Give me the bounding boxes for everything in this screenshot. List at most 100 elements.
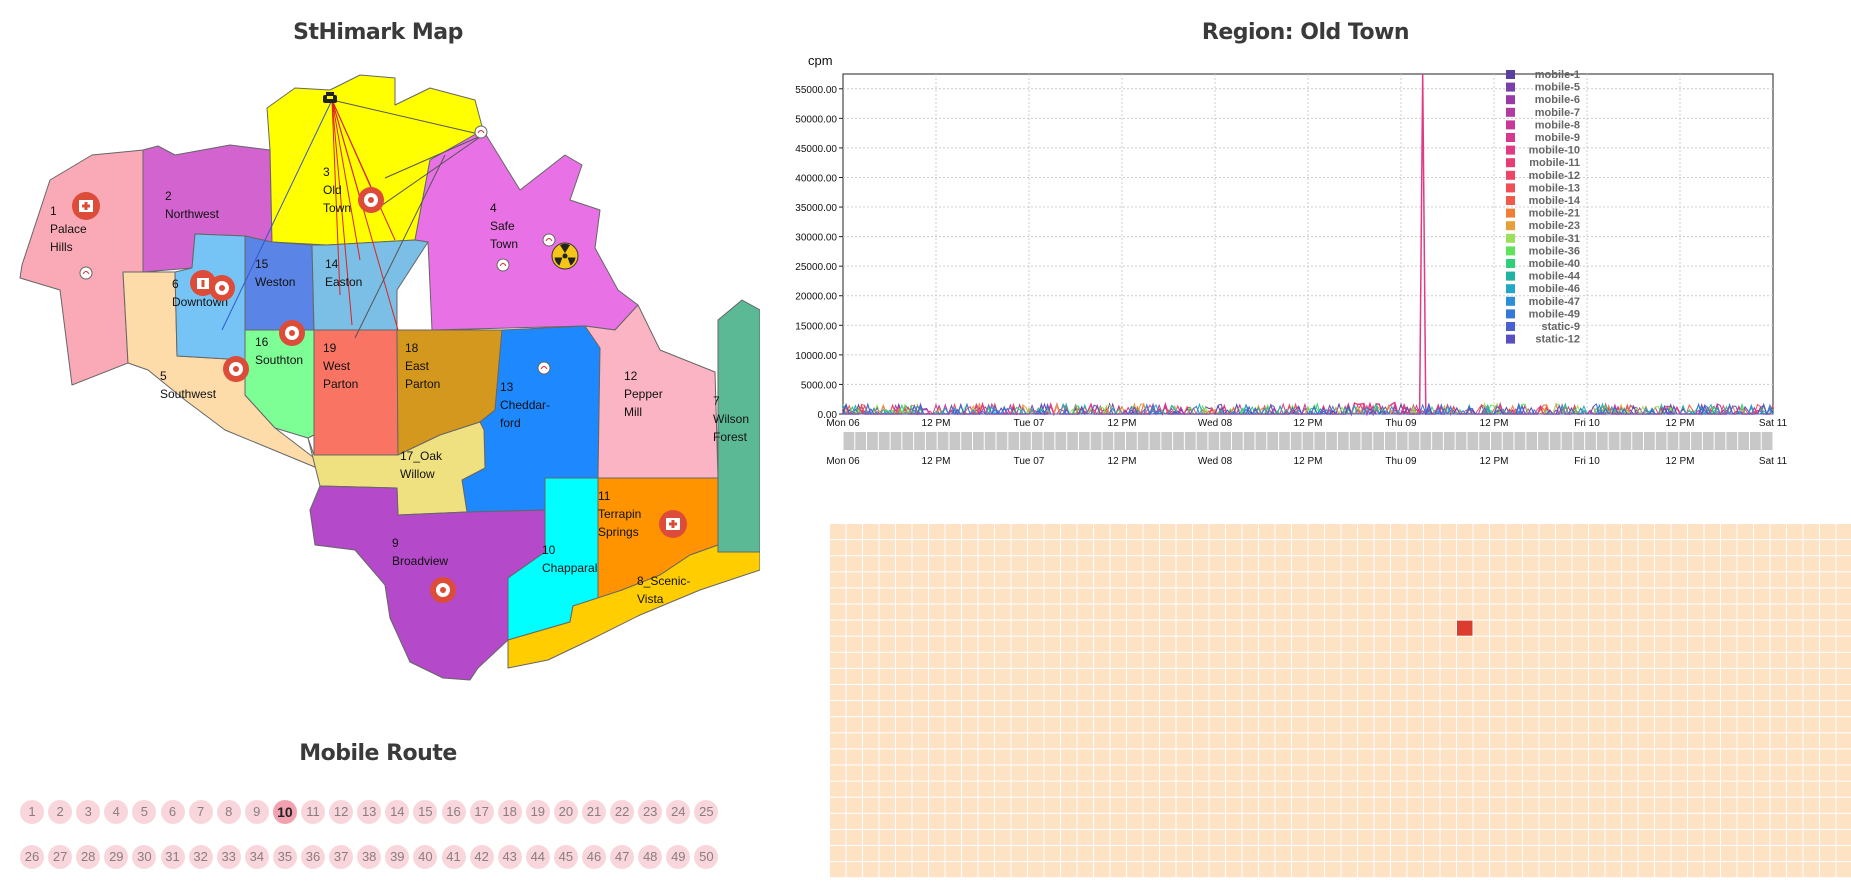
heatmap-cell[interactable]	[1028, 621, 1044, 636]
heatmap-cell[interactable]	[1358, 605, 1374, 620]
heatmap-cell[interactable]	[962, 862, 978, 877]
heatmap-cell[interactable]	[1606, 621, 1622, 636]
heatmap-cell[interactable]	[1358, 749, 1374, 764]
heatmap-cell[interactable]	[1127, 782, 1143, 797]
heatmap-cell[interactable]	[896, 556, 912, 571]
heatmap-cell[interactable]	[1639, 556, 1655, 571]
heatmap-cell[interactable]	[1474, 572, 1490, 587]
heatmap-cell[interactable]	[1226, 782, 1242, 797]
heatmap-cell[interactable]	[1804, 556, 1820, 571]
heatmap-cell[interactable]	[1012, 830, 1028, 845]
heatmap-cell[interactable]	[1820, 766, 1836, 781]
heatmap-cell[interactable]	[1160, 798, 1176, 813]
heatmap-cell[interactable]	[830, 846, 846, 861]
route-button-25[interactable]: 25	[694, 800, 718, 824]
heatmap-cell[interactable]	[1688, 621, 1704, 636]
heatmap-cell[interactable]	[1523, 669, 1539, 684]
heatmap-cell[interactable]	[1622, 685, 1638, 700]
legend-item-mobile-21[interactable]: mobile-21	[1506, 208, 1580, 220]
heatmap-cell[interactable]	[1523, 749, 1539, 764]
heatmap-cell[interactable]	[1193, 749, 1209, 764]
heatmap-cell[interactable]	[995, 685, 1011, 700]
heatmap-cell[interactable]	[1540, 862, 1556, 877]
heatmap-cell[interactable]	[1606, 766, 1622, 781]
heatmap-cell[interactable]	[1688, 524, 1704, 539]
heatmap-cell[interactable]	[1721, 653, 1737, 668]
heatmap-cell[interactable]	[1804, 862, 1820, 877]
heatmap-cell[interactable]	[1210, 701, 1226, 716]
heatmap-cell[interactable]	[1837, 798, 1851, 813]
heatmap-cell[interactable]	[1820, 717, 1836, 732]
heatmap-cell[interactable]	[1688, 572, 1704, 587]
heatmap-cell[interactable]	[1276, 605, 1292, 620]
heatmap-cell[interactable]	[1061, 798, 1077, 813]
heatmap-cell[interactable]	[1309, 814, 1325, 829]
heatmap-cell[interactable]	[1441, 605, 1457, 620]
heatmap-cell[interactable]	[929, 637, 945, 652]
legend-item-mobile-47[interactable]: mobile-47	[1506, 296, 1580, 308]
heatmap-cell[interactable]	[1177, 685, 1193, 700]
heatmap-cell[interactable]	[1556, 782, 1572, 797]
heatmap-cell[interactable]	[1391, 653, 1407, 668]
heatmap-cell[interactable]	[1012, 846, 1028, 861]
heatmap-cell[interactable]	[1721, 798, 1737, 813]
heatmap-cell[interactable]	[1672, 701, 1688, 716]
heatmap-cell[interactable]	[1111, 588, 1127, 603]
heatmap-cell[interactable]	[1540, 621, 1556, 636]
heatmap-cell[interactable]	[1078, 717, 1094, 732]
heatmap-cell[interactable]	[1061, 766, 1077, 781]
heatmap-cell[interactable]	[995, 556, 1011, 571]
legend-item-mobile-10[interactable]: mobile-10	[1506, 145, 1580, 157]
heatmap-cell[interactable]	[1523, 862, 1539, 877]
heatmap-cell[interactable]	[830, 637, 846, 652]
heatmap-cell[interactable]	[1127, 766, 1143, 781]
heatmap-cell[interactable]	[1771, 782, 1787, 797]
heatmap-cell[interactable]	[1688, 701, 1704, 716]
heatmap-cell[interactable]	[1754, 782, 1770, 797]
heatmap-cell[interactable]	[1342, 846, 1358, 861]
heatmap-cell[interactable]	[946, 782, 962, 797]
heatmap-cell[interactable]	[995, 669, 1011, 684]
heatmap-cell[interactable]	[1177, 782, 1193, 797]
heatmap-cell[interactable]	[1655, 556, 1671, 571]
heatmap-cell[interactable]	[1738, 814, 1754, 829]
heatmap-cell[interactable]	[1490, 733, 1506, 748]
route-button-39[interactable]: 39	[385, 845, 409, 869]
heatmap-cell[interactable]	[962, 782, 978, 797]
heatmap-cell[interactable]	[1309, 701, 1325, 716]
heatmap-cell[interactable]	[1787, 766, 1803, 781]
heatmap-cell[interactable]	[847, 717, 863, 732]
legend-item-mobile-13[interactable]: mobile-13	[1506, 182, 1580, 194]
heatmap-cell[interactable]	[1441, 556, 1457, 571]
heatmap-cell[interactable]	[1292, 572, 1308, 587]
heatmap-cell[interactable]	[1243, 862, 1259, 877]
heatmap-cell[interactable]	[880, 572, 896, 587]
heatmap-cell[interactable]	[1589, 798, 1605, 813]
legend-item-mobile-1[interactable]: mobile-1	[1506, 69, 1580, 81]
heatmap-cell[interactable]	[1490, 621, 1506, 636]
heatmap-cell[interactable]	[1804, 814, 1820, 829]
heatmap-cell[interactable]	[1771, 556, 1787, 571]
heatmap-cell[interactable]	[1408, 766, 1424, 781]
heatmap-cell[interactable]	[1094, 798, 1110, 813]
heatmap-cell[interactable]	[1094, 621, 1110, 636]
heatmap-cell[interactable]	[1688, 717, 1704, 732]
heatmap-cell[interactable]	[1078, 572, 1094, 587]
heatmap-cell[interactable]	[1309, 846, 1325, 861]
heatmap-cell[interactable]	[1391, 782, 1407, 797]
heatmap-cell[interactable]	[1688, 685, 1704, 700]
heatmap-cell[interactable]	[1540, 782, 1556, 797]
heatmap-cell[interactable]	[1424, 588, 1440, 603]
heatmap-cell[interactable]	[1045, 749, 1061, 764]
heatmap-cell[interactable]	[1144, 717, 1160, 732]
heatmap-cell[interactable]	[1292, 540, 1308, 555]
heatmap-cell[interactable]	[1127, 717, 1143, 732]
heatmap-cell[interactable]	[1606, 717, 1622, 732]
heatmap-cell[interactable]	[1622, 669, 1638, 684]
heatmap-cell[interactable]	[1276, 733, 1292, 748]
heatmap-cell[interactable]	[1259, 669, 1275, 684]
heatmap-cell[interactable]	[1441, 814, 1457, 829]
heatmap-cell[interactable]	[1177, 814, 1193, 829]
heatmap-cell[interactable]	[1408, 621, 1424, 636]
heatmap-cell[interactable]	[1177, 637, 1193, 652]
